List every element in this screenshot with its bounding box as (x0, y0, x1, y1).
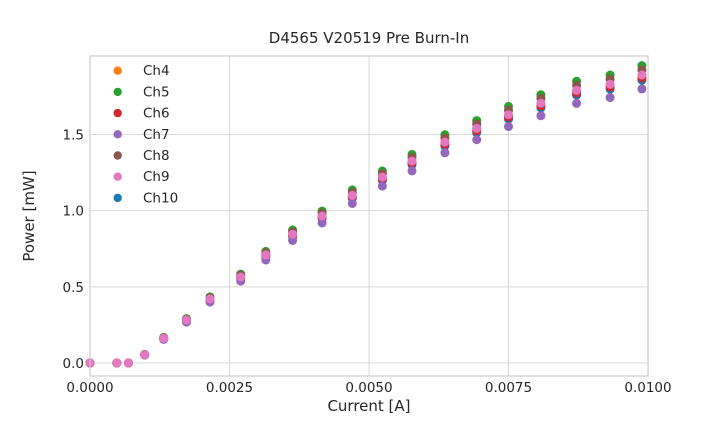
legend-label-ch6: Ch6 (143, 106, 170, 122)
legend-label-ch7: Ch7 (143, 127, 170, 143)
data-point-ch9-20 (637, 70, 647, 80)
legend-label-ch5: Ch5 (143, 84, 170, 100)
legend-marker-ch5 (113, 87, 122, 97)
x-tick-label-4: 0.0100 (624, 380, 671, 396)
y-axis-label: Power [mW] (20, 170, 38, 262)
legend-marker-ch6 (113, 108, 122, 118)
data-point-ch9-11 (347, 190, 357, 200)
data-point-ch9-12 (377, 172, 387, 182)
data-point-ch7-9 (288, 236, 298, 245)
data-point-ch9-1 (112, 358, 122, 368)
data-point-ch9-19 (605, 79, 615, 89)
legend-marker-ch7 (113, 130, 122, 139)
data-point-ch7-19 (605, 93, 615, 103)
data-point-ch9-6 (205, 294, 215, 304)
data-point-ch9-18 (572, 85, 582, 95)
data-point-ch7-12 (377, 181, 387, 191)
data-point-ch9-5 (182, 315, 191, 325)
x-tick-label-3: 0.0075 (485, 380, 532, 396)
data-point-ch9-3 (140, 350, 150, 360)
legend-marker-ch4 (113, 66, 122, 75)
data-point-ch9-4 (159, 333, 169, 343)
y-tick-label-2: 1.0 (63, 204, 84, 220)
y-tick-label-1: 0.5 (63, 280, 84, 296)
legend-label-ch4: Ch4 (143, 63, 170, 79)
data-point-ch9-13 (407, 156, 417, 166)
data-point-ch7-13 (407, 166, 417, 176)
data-point-ch7-18 (572, 98, 582, 108)
plot-border (89, 55, 649, 377)
data-point-ch7-11 (347, 199, 357, 208)
x-tick-label-0: 0.0000 (66, 380, 113, 396)
legend-marker-ch8 (113, 151, 122, 160)
data-point-ch7-15 (472, 135, 482, 145)
data-point-ch7-20 (637, 84, 647, 94)
data-point-ch9-7 (236, 272, 246, 282)
y-tick-label-0: 0.0 (63, 356, 84, 372)
legend-marker-ch9 (113, 172, 122, 181)
data-point-ch9-9 (288, 229, 298, 239)
y-tick-label-3: 1.5 (63, 127, 84, 143)
data-point-ch9-10 (317, 211, 327, 221)
data-point-ch7-17 (536, 111, 546, 121)
data-point-ch9-15 (472, 123, 482, 133)
data-point-ch7-10 (317, 218, 327, 228)
chart-title: D4565 V20519 Pre Burn-In (268, 29, 470, 47)
data-point-ch7-16 (504, 122, 513, 132)
legend-marker-ch10 (113, 193, 122, 203)
x-tick-label-2: 0.0050 (345, 380, 392, 396)
legend-label-ch8: Ch8 (143, 148, 170, 164)
data-point-ch9-2 (124, 358, 133, 368)
data-point-ch9-16 (504, 110, 513, 120)
data-point-ch9-8 (261, 250, 271, 260)
data-point-ch9-17 (536, 98, 546, 108)
legend-label-ch10: Ch10 (143, 190, 178, 206)
data-point-ch7-14 (440, 148, 450, 158)
x-axis-label: Current [A] (327, 397, 411, 415)
data-point-ch9-14 (440, 137, 450, 147)
legend-label-ch9: Ch9 (143, 169, 170, 185)
x-tick-label-1: 0.0025 (206, 380, 253, 396)
